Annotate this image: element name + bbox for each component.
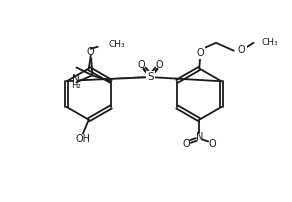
Text: S: S (147, 72, 154, 82)
Text: H₂: H₂ (71, 81, 80, 90)
Text: OH: OH (75, 135, 91, 144)
Text: O: O (87, 47, 95, 57)
Text: O: O (138, 60, 145, 70)
Text: O: O (208, 139, 216, 149)
Text: CH₃: CH₃ (109, 40, 125, 49)
Text: N: N (196, 132, 203, 142)
Text: O: O (238, 45, 246, 55)
Text: N: N (72, 74, 79, 84)
Text: O: O (156, 60, 163, 70)
Text: O: O (197, 48, 204, 58)
Text: O: O (182, 139, 190, 149)
Text: CH₃: CH₃ (261, 38, 278, 47)
